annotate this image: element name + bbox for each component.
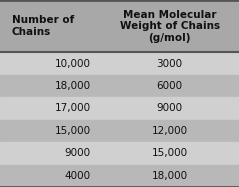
Bar <box>0 52 239 75</box>
Bar <box>0 0 239 52</box>
Bar <box>0 75 239 97</box>
Text: 9000: 9000 <box>65 148 91 158</box>
Text: 12,000: 12,000 <box>152 126 188 136</box>
Text: 18,000: 18,000 <box>55 81 91 91</box>
Bar <box>0 120 239 142</box>
Text: Number of
Chains: Number of Chains <box>12 15 74 37</box>
Bar <box>0 142 239 165</box>
Bar <box>0 165 239 187</box>
Text: 15,000: 15,000 <box>55 126 91 136</box>
Text: 3000: 3000 <box>157 59 183 69</box>
Text: 4000: 4000 <box>65 171 91 181</box>
Text: 18,000: 18,000 <box>152 171 188 181</box>
Text: 9000: 9000 <box>157 103 183 114</box>
Text: 17,000: 17,000 <box>55 103 91 114</box>
Bar <box>0 97 239 120</box>
Text: Mean Molecular
Weight of Chains
(g/mol): Mean Molecular Weight of Chains (g/mol) <box>120 10 220 43</box>
Text: 10,000: 10,000 <box>55 59 91 69</box>
Text: 6000: 6000 <box>157 81 183 91</box>
Text: 15,000: 15,000 <box>152 148 188 158</box>
